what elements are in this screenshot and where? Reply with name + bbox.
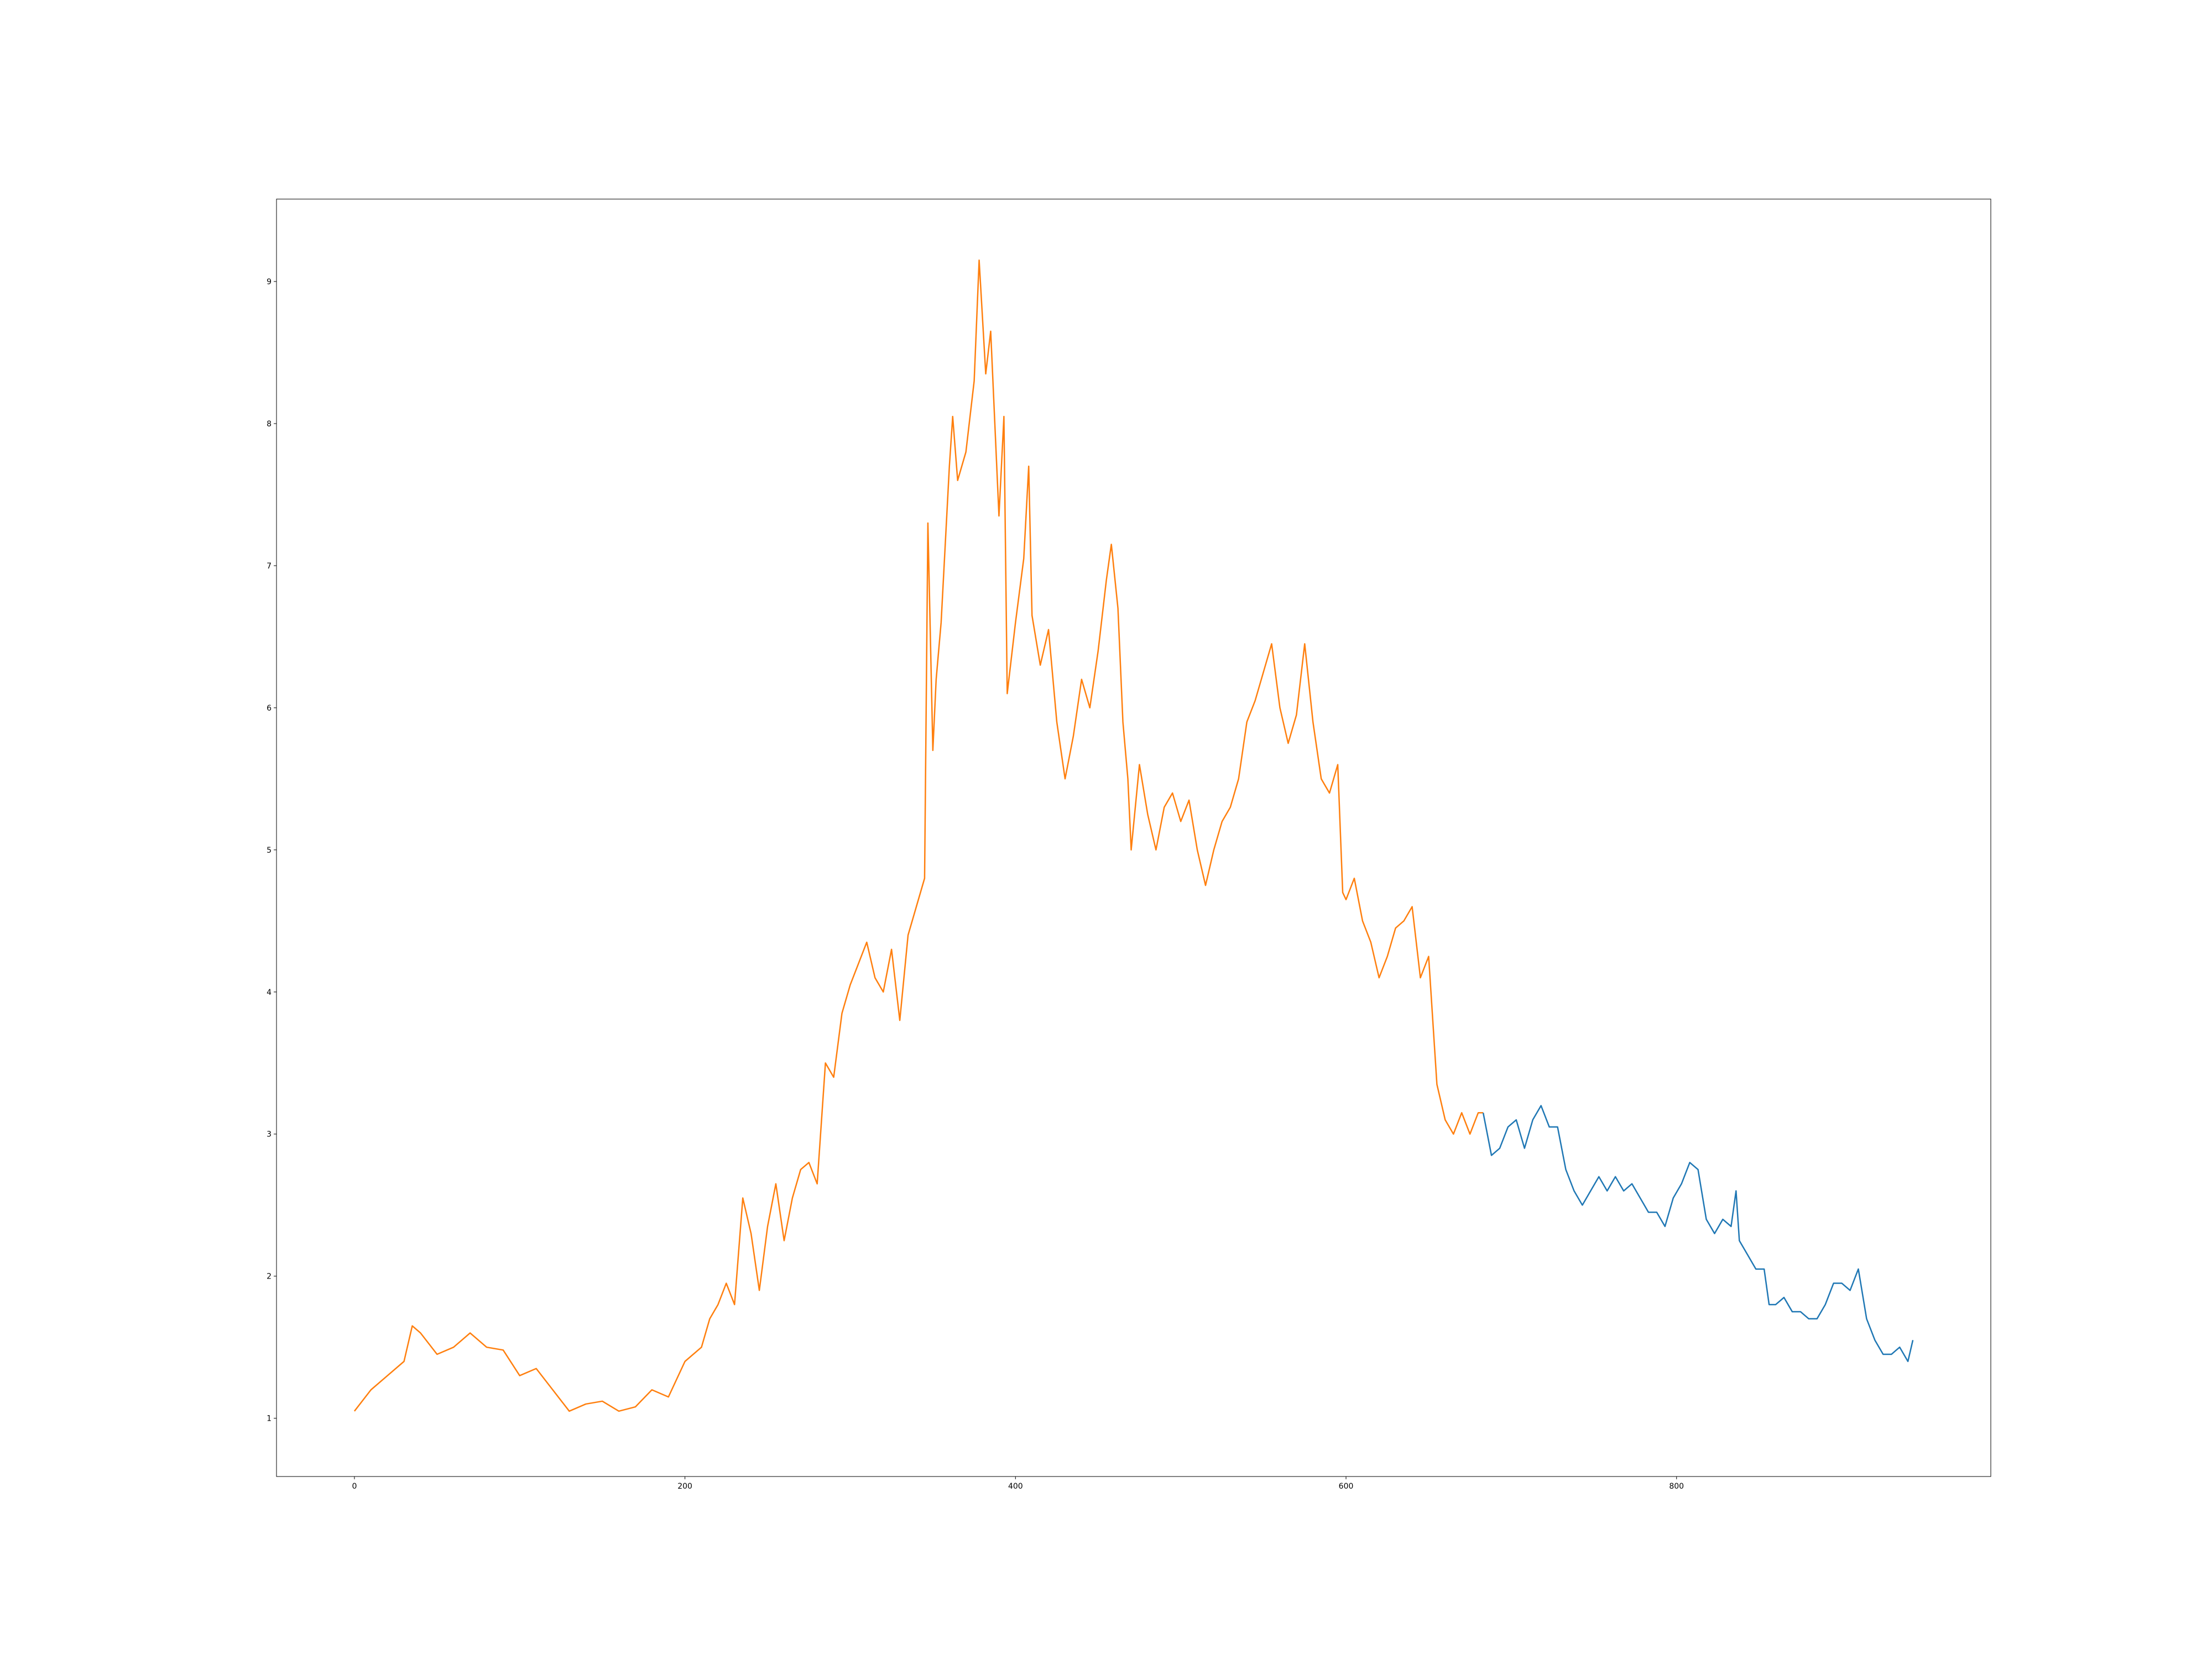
x-tick-label: 400 <box>1008 1482 1023 1491</box>
x-tick-label: 200 <box>677 1482 692 1491</box>
y-tick-label: 6 <box>267 704 272 713</box>
x-tick-label: 0 <box>352 1482 357 1491</box>
y-tick-label: 2 <box>267 1272 272 1281</box>
y-tick-label: 1 <box>267 1415 272 1423</box>
y-tick-label: 8 <box>267 420 272 429</box>
line-series <box>353 259 1484 1412</box>
plot-frame <box>276 199 1991 1477</box>
y-tick-label: 7 <box>267 562 272 571</box>
line-series <box>1482 1105 1914 1363</box>
y-tick-label: 4 <box>267 988 272 997</box>
x-tick-label: 800 <box>1669 1482 1684 1491</box>
x-tick-label: 600 <box>1339 1482 1354 1491</box>
y-tick-label: 9 <box>267 278 272 286</box>
y-tick-label: 5 <box>267 846 272 855</box>
y-tick-label: 3 <box>267 1130 272 1139</box>
